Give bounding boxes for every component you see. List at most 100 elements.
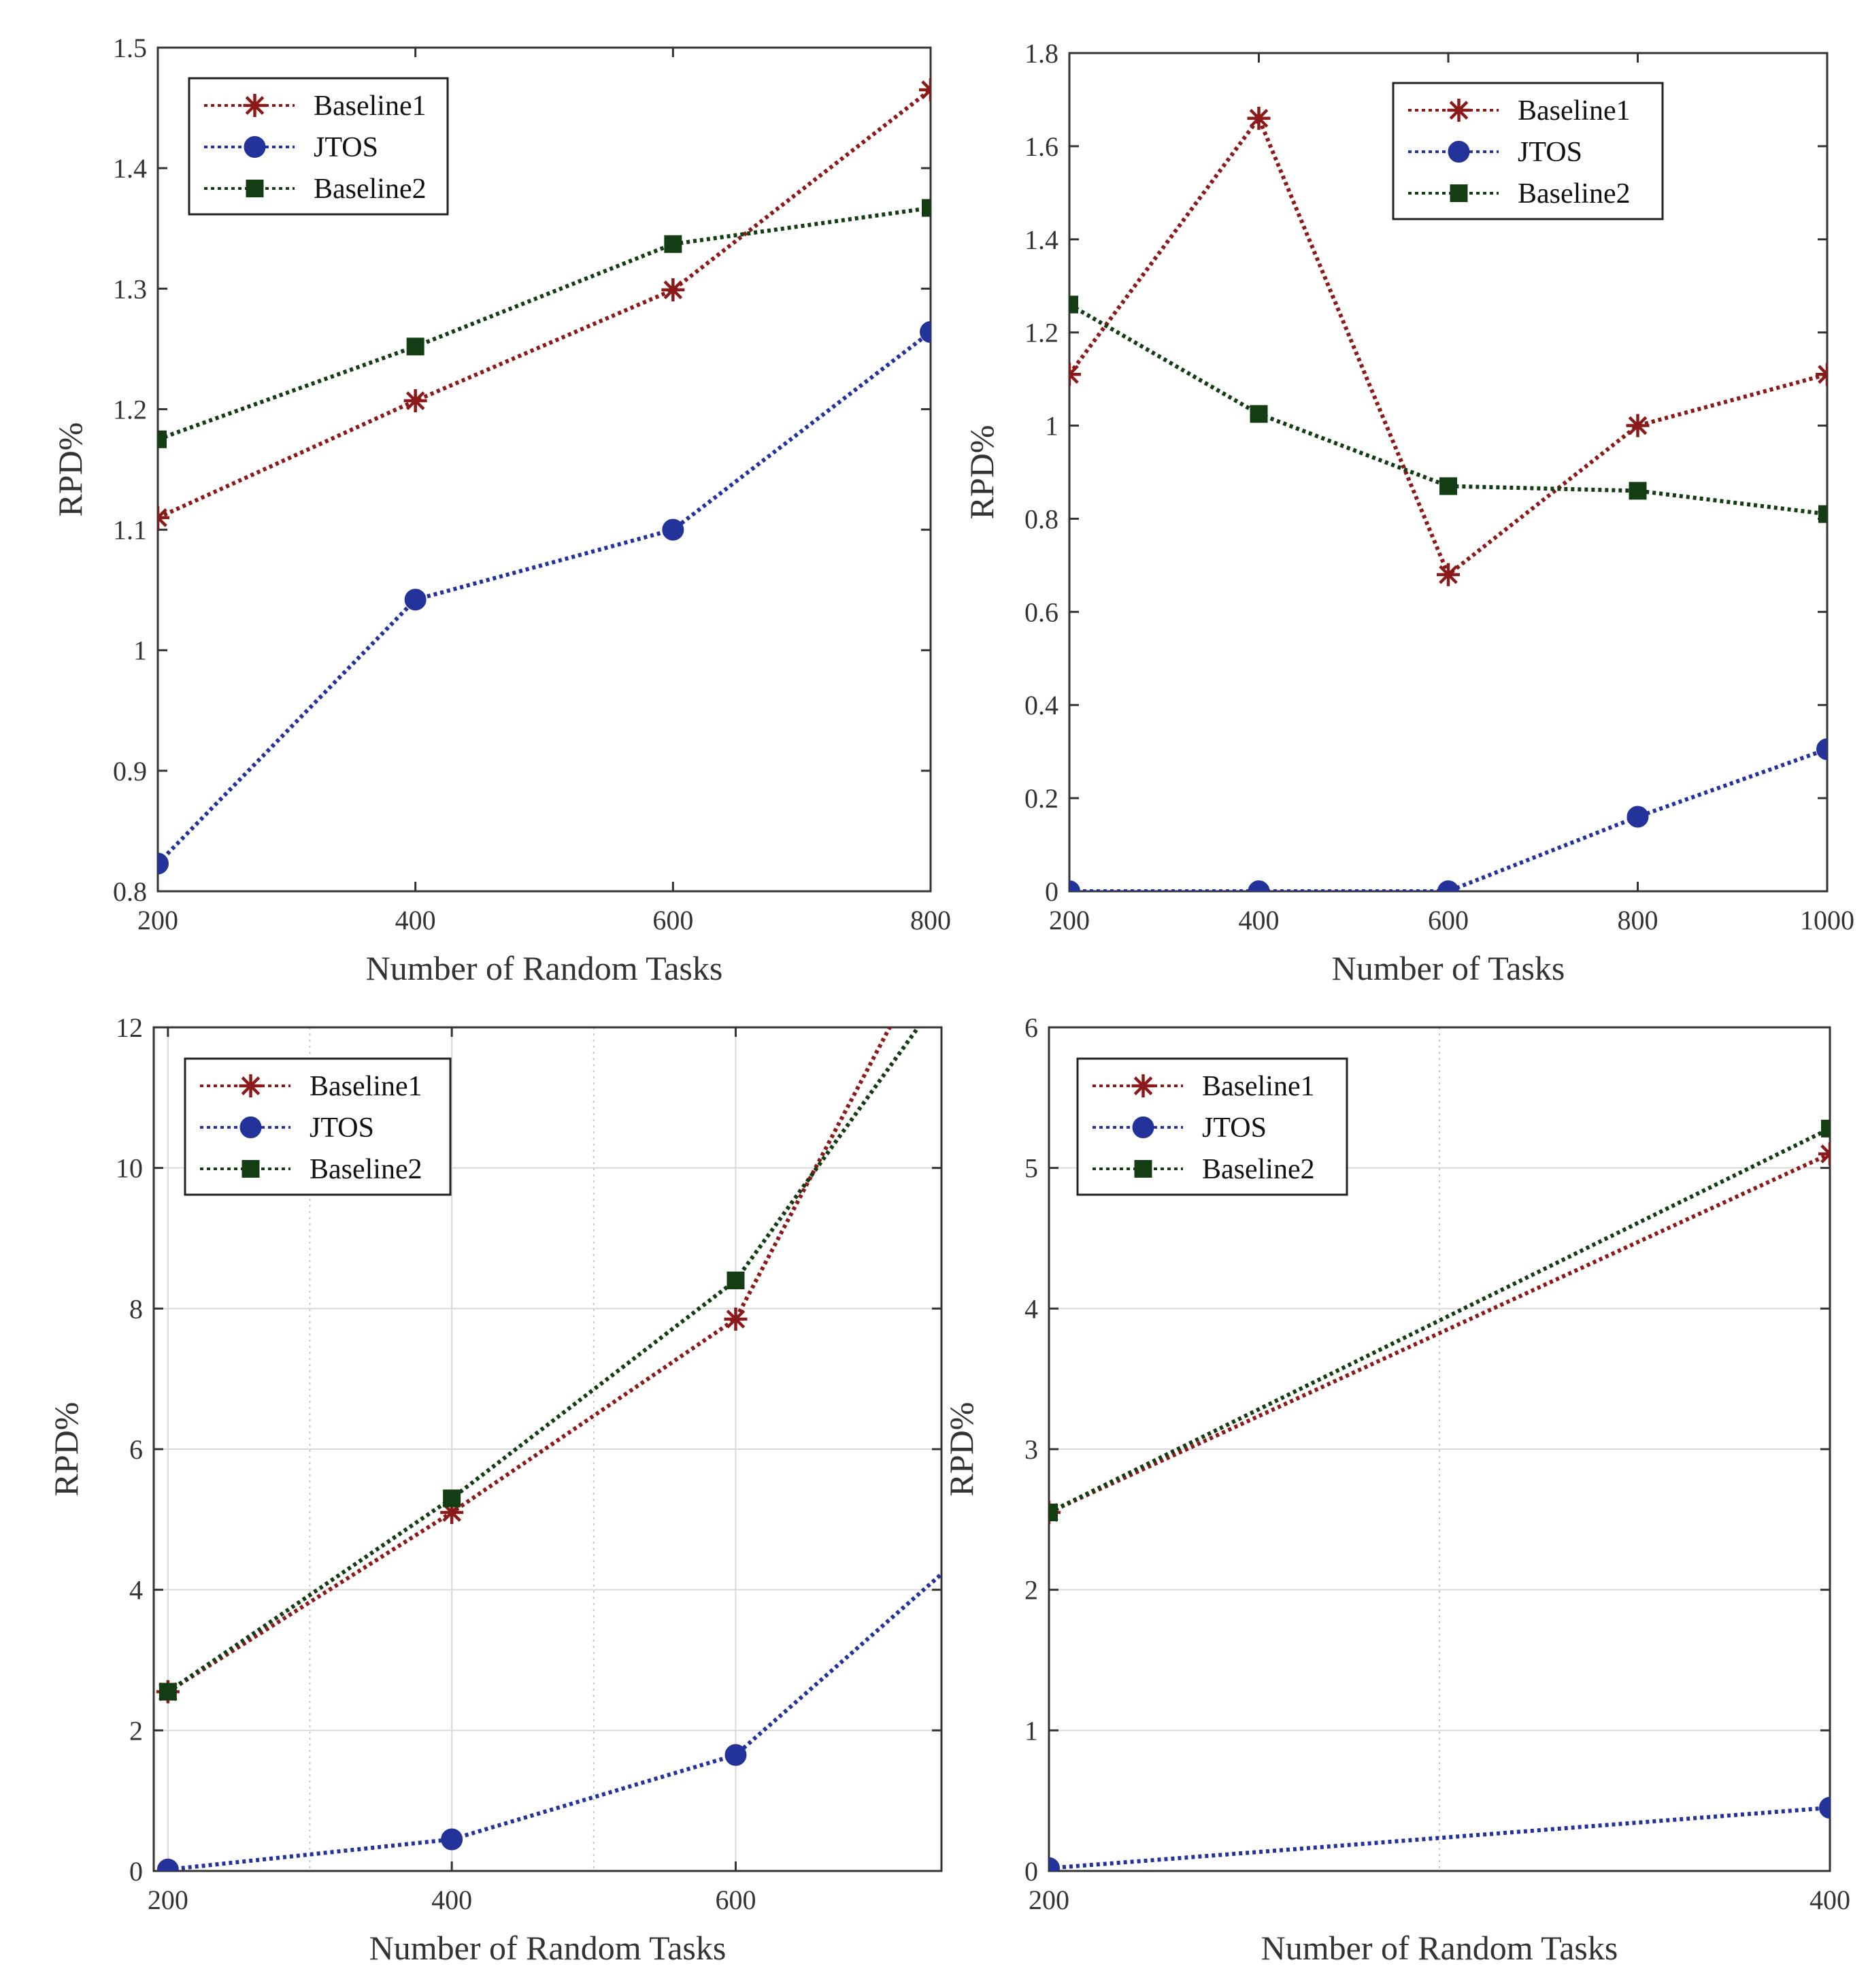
x-tick-label: 200 [1029, 1885, 1069, 1915]
y-tick-label: 6 [1024, 1012, 1038, 1043]
baseline1-marker [1437, 563, 1460, 586]
y-tick-label: 1 [1024, 1715, 1038, 1746]
y-tick-label: 4 [1024, 1293, 1038, 1324]
baseline2-marker [158, 430, 167, 448]
y-tick-label: 0 [129, 1856, 143, 1887]
baseline2-marker [1629, 482, 1647, 500]
y-tick-label: 5 [1024, 1153, 1038, 1184]
legend: Baseline1 JTOS Baseline2 [1076, 1057, 1348, 1196]
y-tick-label: 1.6 [1024, 131, 1058, 162]
jtos-marker [156, 1858, 179, 1871]
y-tick-label: 1.4 [1024, 225, 1058, 255]
legend-label: Baseline1 [1202, 1071, 1315, 1102]
chart-1: 0.8 0.9 1 1.1 1.2 1.3 1.4 1.5 200 400 600 800 Number… [51, 33, 951, 987]
y-axis-title: RPD% [942, 1402, 980, 1497]
chart-3: 0 2 4 6 8 10 12 200 400 600 Number of Random Tasks… [47, 878, 1029, 1967]
baseline1-marker [1816, 363, 1827, 386]
legend-square-marker [241, 1160, 260, 1178]
y-tick-label: 1.4 [113, 153, 147, 184]
baseline1-marker [724, 1307, 748, 1331]
x-tick-label: 400 [431, 1885, 472, 1915]
x-tick-label: 400 [395, 905, 436, 935]
x-tick-label: 600 [715, 1885, 756, 1915]
series-jtos [1049, 1797, 1830, 1871]
series-jtos [158, 321, 931, 875]
jtos-marker [404, 589, 427, 611]
series-jtos [1069, 738, 1827, 891]
series-baseline1 [158, 78, 931, 529]
plot-area [1049, 1119, 1830, 1871]
legend-label: Baseline2 [1202, 1154, 1315, 1185]
jtos-marker [1248, 880, 1270, 891]
baseline1-marker [661, 278, 685, 302]
baseline1-line [1049, 1152, 1830, 1514]
jtos-marker [1069, 880, 1080, 891]
series-baseline2 [159, 878, 1029, 1701]
x-tick-label: 800 [1618, 905, 1658, 935]
jtos-line [167, 1571, 941, 1871]
baseline2-marker [1049, 1504, 1058, 1521]
jtos-marker [1049, 1857, 1060, 1871]
y-axis-title: RPD% [51, 423, 89, 517]
jtos-line [158, 330, 931, 865]
legend-star-marker [243, 94, 267, 117]
baseline2-marker [1011, 878, 1029, 895]
x-tick-label: 600 [652, 905, 693, 935]
baseline2-marker [406, 337, 424, 356]
legend: Baseline1 JTOS Baseline2 [188, 77, 449, 216]
y-tick-label: 0.6 [1024, 597, 1058, 627]
legend-square-marker [246, 180, 264, 197]
y-tick-label: 1.5 [113, 33, 147, 63]
plot-area [1069, 106, 1827, 891]
jtos-line [1069, 747, 1827, 891]
legend-label: JTOS [1202, 1112, 1267, 1144]
chart-4: 0 1 2 3 4 5 6 200 400 Number of Random Tasks RPD% B… [942, 1012, 1850, 1967]
y-tick-label: 1 [133, 635, 147, 666]
y-tick-label: 1.8 [1024, 38, 1058, 69]
y-axis-title: RPD% [47, 1402, 85, 1497]
x-tick-label: 400 [1239, 905, 1280, 935]
series-jtos [156, 1571, 941, 1871]
jtos-marker [441, 1828, 463, 1851]
baseline1-marker [440, 1501, 464, 1524]
baseline2-marker [664, 235, 682, 253]
axes: 0 2 4 6 8 10 12 200 400 600 [116, 1012, 941, 1915]
legend-label: Baseline2 [1518, 178, 1631, 210]
jtos-marker [1627, 806, 1649, 828]
legend-star-marker [239, 1074, 263, 1097]
x-axis-title: Number of Random Tasks [369, 1929, 727, 1967]
y-tick-label: 0.8 [113, 876, 147, 907]
y-tick-label: 3 [1024, 1434, 1038, 1465]
legend-label: Baseline1 [310, 1071, 422, 1102]
y-tick-label: 1.3 [113, 274, 147, 304]
y-tick-label: 0 [1045, 876, 1058, 907]
baseline2-line [1049, 1127, 1830, 1514]
legend: Baseline1 JTOS Baseline2 [184, 1057, 452, 1196]
jtos-marker [920, 321, 931, 344]
legend-square-marker [1134, 1160, 1152, 1178]
y-tick-label: 1 [1045, 411, 1058, 442]
legend-star-marker [1447, 99, 1471, 122]
x-axis-title: Number of Tasks [1332, 949, 1565, 987]
jtos-marker [724, 1744, 747, 1766]
axes: 0 1 2 3 4 5 6 200 400 [1024, 1012, 1850, 1915]
legend-label: Baseline2 [314, 173, 427, 205]
axes: 0 0.2 0.4 0.6 0.8 1 1.2 1.4 1.6 1.8 200 400 600 800 10… [1024, 38, 1854, 935]
y-tick-label: 12 [116, 1012, 143, 1043]
legend-square-marker [1450, 184, 1468, 202]
jtos-marker [662, 518, 684, 541]
x-axis-title: Number of Random Tasks [366, 949, 723, 987]
x-axis-title: Number of Random Tasks [1261, 1929, 1618, 1967]
series-baseline2 [1069, 295, 1827, 523]
legend-circle-marker [1448, 141, 1470, 163]
y-tick-label: 1.1 [113, 515, 147, 546]
y-tick-label: 8 [129, 1293, 143, 1324]
y-tick-label: 2 [129, 1715, 143, 1746]
series-baseline2 [1049, 1119, 1830, 1521]
baseline2-marker [159, 1683, 177, 1701]
x-tick-label: 200 [137, 905, 178, 935]
y-tick-label: 0.4 [1024, 690, 1058, 720]
x-tick-label: 400 [1809, 1885, 1850, 1915]
baseline1-marker [158, 506, 169, 529]
